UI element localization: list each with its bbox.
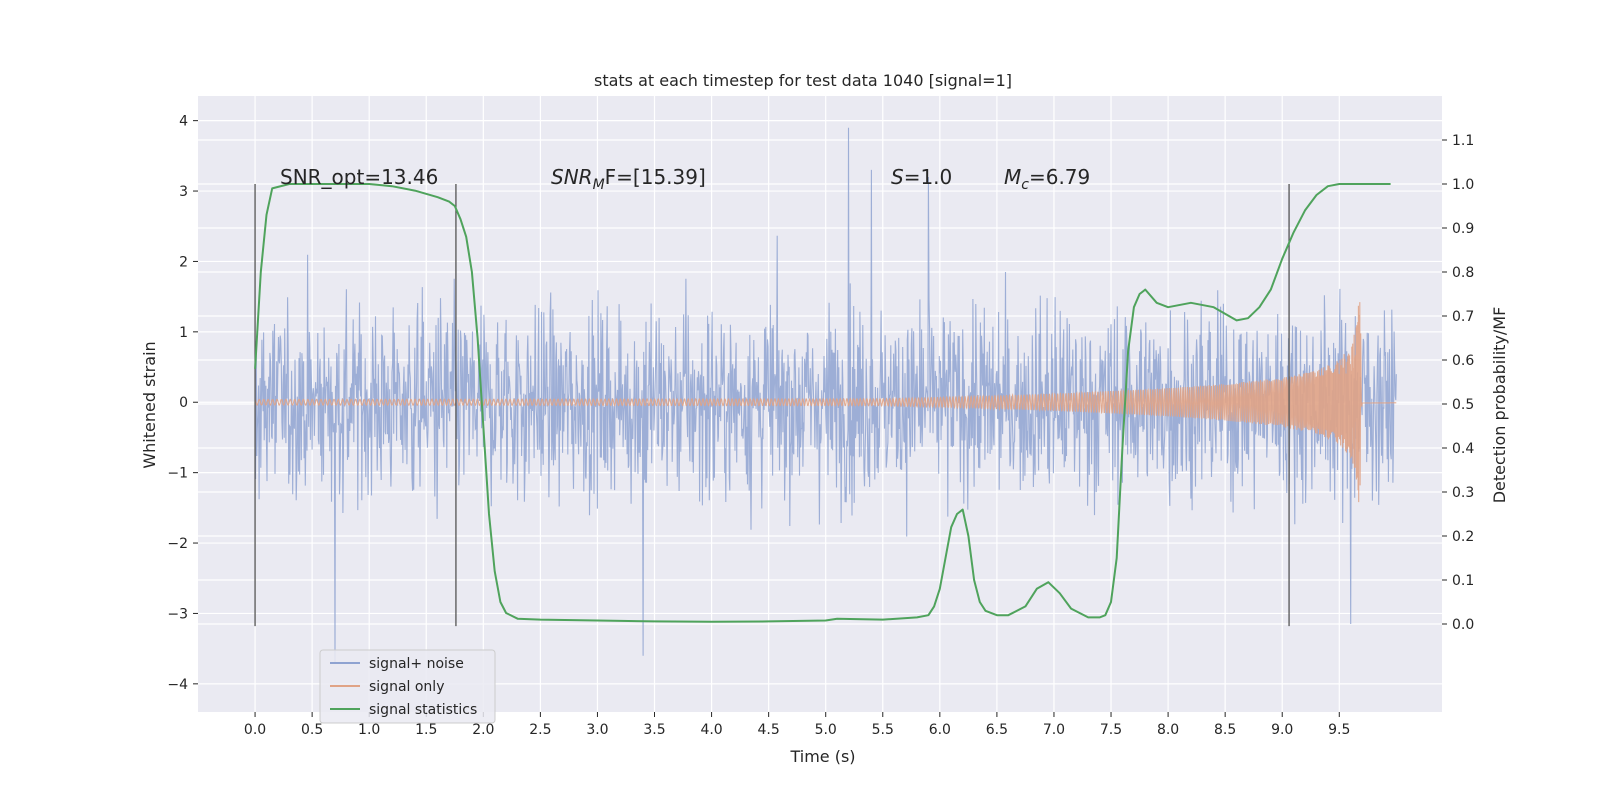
y2-tick-label: 0.0 bbox=[1452, 617, 1474, 633]
signal-only-line bbox=[254, 302, 1397, 503]
x-tick-label: 1.0 bbox=[358, 722, 380, 738]
legend: signal+ noise signal only signal statist… bbox=[319, 649, 496, 724]
x-tick-label: 7.5 bbox=[1100, 722, 1122, 738]
series-signal-only bbox=[254, 302, 1397, 503]
y-tick-label: −4 bbox=[167, 677, 188, 693]
y2-tick-label: 0.6 bbox=[1452, 353, 1474, 369]
y-axis-label: Whitened strain bbox=[140, 341, 159, 468]
annotation-snr-mf: SNRMF=[15.39] bbox=[551, 165, 706, 193]
snr-mf-subscript: M bbox=[593, 177, 605, 193]
y-tick-label: 4 bbox=[179, 114, 188, 130]
y-tick-label: 0 bbox=[179, 395, 188, 411]
y2-tick-label: 0.1 bbox=[1452, 573, 1474, 589]
y-tick-label: 2 bbox=[179, 254, 188, 270]
snr-mf-value: F=[15.39] bbox=[605, 165, 706, 189]
x-tick-label: 4.5 bbox=[758, 722, 780, 738]
y-tick-label: −2 bbox=[167, 536, 188, 552]
x-tick-label: 5.5 bbox=[872, 722, 894, 738]
y2-tick-label: 0.7 bbox=[1452, 309, 1474, 325]
snr-mf-symbol: SNR bbox=[551, 165, 593, 189]
annotation-s: S=1.0 bbox=[891, 165, 952, 189]
x-tick-label: 3.5 bbox=[643, 722, 665, 738]
x-tick-label: 9.5 bbox=[1328, 722, 1350, 738]
y-tick-label: −3 bbox=[167, 606, 188, 622]
x-tick-label: 0.0 bbox=[244, 722, 266, 738]
y-tick-label: 3 bbox=[179, 184, 188, 200]
y-tick-label: −1 bbox=[167, 466, 188, 482]
chart-title: stats at each timestep for test data 104… bbox=[594, 71, 1012, 90]
y2-tick-label: 0.8 bbox=[1452, 265, 1474, 281]
x-tick-label: 5.0 bbox=[815, 722, 837, 738]
vertical-markers bbox=[254, 184, 1290, 627]
s-value: =1.0 bbox=[904, 165, 953, 189]
legend-label-signal-only: signal only bbox=[369, 679, 444, 695]
mc-value: =6.79 bbox=[1029, 165, 1090, 189]
y2-tick-label: 0.4 bbox=[1452, 441, 1474, 457]
x-tick-label: 0.5 bbox=[301, 722, 323, 738]
x-tick-label: 8.0 bbox=[1157, 722, 1179, 738]
x-ticks: 0.0 0.5 1.0 1.5 2.0 2.5 3.0 3.5 4.0 4.5 5.0 5.5 6.0 6… bbox=[244, 712, 1350, 738]
y2-tick-label: 0.9 bbox=[1452, 221, 1474, 237]
y2-tick-label: 0.3 bbox=[1452, 485, 1474, 501]
legend-label-signal-statistics: signal statistics bbox=[369, 702, 477, 718]
y-tick-label: 1 bbox=[179, 325, 188, 341]
y2-tick-label: 0.5 bbox=[1452, 397, 1474, 413]
x-tick-label: 6.0 bbox=[929, 722, 951, 738]
signal-statistics-line bbox=[254, 183, 1391, 623]
series-signal-statistics bbox=[254, 183, 1391, 623]
x-tick-label: 1.5 bbox=[415, 722, 437, 738]
annotation-mc: Mc=6.79 bbox=[1004, 165, 1090, 193]
s-symbol: S bbox=[891, 165, 904, 189]
x-axis-label: Time (s) bbox=[789, 747, 855, 766]
mc-subscript: c bbox=[1021, 177, 1029, 193]
x-tick-label: 7.0 bbox=[1043, 722, 1065, 738]
x-tick-label: 9.0 bbox=[1271, 722, 1293, 738]
x-tick-label: 3.0 bbox=[586, 722, 608, 738]
y2-tick-label: 1.0 bbox=[1452, 177, 1474, 193]
y2-tick-label: 1.1 bbox=[1452, 133, 1474, 149]
y-ticks: −4 −3 −2 −1 0 1 2 3 4 bbox=[167, 114, 198, 693]
mc-symbol: M bbox=[1004, 165, 1021, 189]
x-tick-label: 4.0 bbox=[700, 722, 722, 738]
y2-ticks: 0.0 0.1 0.2 0.3 0.4 0.5 0.6 0.7 0.8 0.9 1.0 1.1 bbox=[1442, 133, 1474, 633]
x-tick-label: 6.5 bbox=[986, 722, 1008, 738]
x-tick-label: 2.0 bbox=[472, 722, 494, 738]
legend-box bbox=[319, 649, 496, 724]
x-tick-label: 8.5 bbox=[1214, 722, 1236, 738]
x-tick-label: 2.5 bbox=[529, 722, 551, 738]
y2-axis-label: Detection probability/MF bbox=[1490, 307, 1509, 504]
legend-label-signal-noise: signal+ noise bbox=[369, 656, 464, 672]
y2-tick-label: 0.2 bbox=[1452, 529, 1474, 545]
annotation-snr-opt: SNR_opt=13.46 bbox=[280, 165, 438, 189]
